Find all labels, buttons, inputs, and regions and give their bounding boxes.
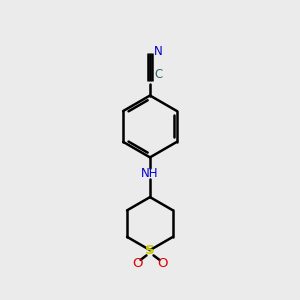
Text: S: S <box>145 244 155 256</box>
Text: N: N <box>154 45 163 58</box>
Text: O: O <box>157 257 168 270</box>
Text: C: C <box>154 68 162 80</box>
Text: O: O <box>132 257 143 270</box>
Text: NH: NH <box>141 167 159 180</box>
